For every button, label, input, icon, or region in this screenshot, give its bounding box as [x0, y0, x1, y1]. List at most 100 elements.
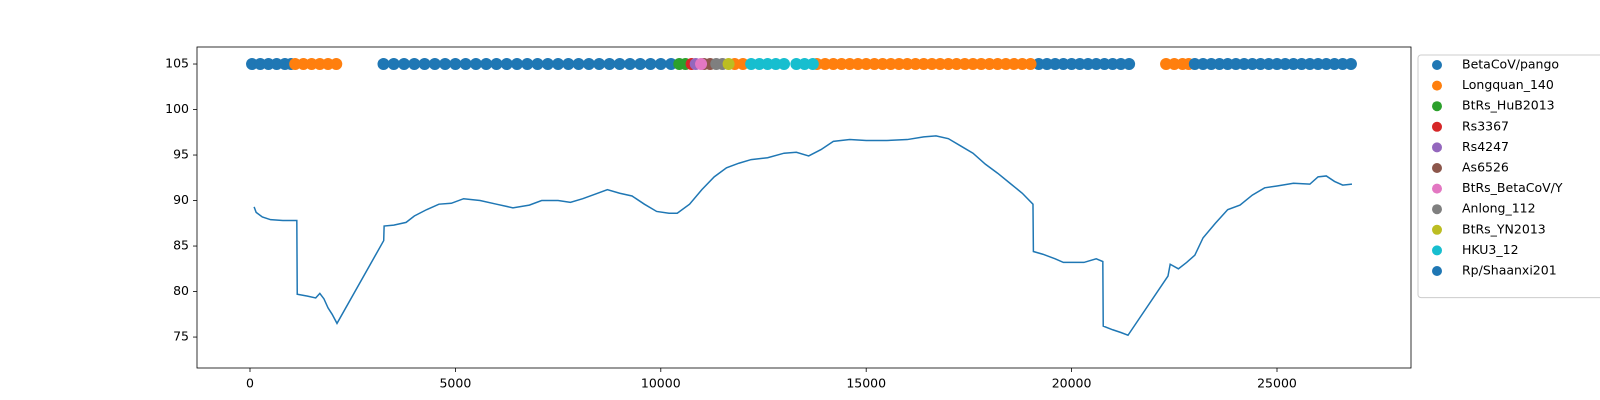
y-tick-label: 80 — [173, 283, 189, 298]
scatter-point — [942, 58, 955, 71]
scatter-point — [408, 58, 421, 71]
scatter-point — [562, 58, 575, 71]
scatter-point — [819, 58, 832, 71]
scatter-point — [1082, 58, 1095, 71]
scatter-point — [572, 58, 585, 71]
scatter-point — [1049, 58, 1062, 71]
scatter-point — [835, 58, 848, 71]
scatter-point — [860, 58, 873, 71]
scatter-point — [1312, 58, 1325, 71]
scatter-point — [934, 58, 947, 71]
scatter-point — [387, 58, 400, 71]
x-tick-label: 10000 — [641, 376, 681, 391]
scatter-point — [798, 58, 811, 71]
scatter-point — [1098, 58, 1111, 71]
legend-marker — [1432, 183, 1442, 194]
scatter-point — [1106, 58, 1119, 71]
scatter-point — [270, 58, 283, 71]
legend-label: Rp/Shaanxi201 — [1462, 263, 1557, 278]
scatter-point — [531, 58, 544, 71]
legend-label: BetaCoV/pango — [1462, 57, 1559, 72]
scatter-point — [500, 58, 513, 71]
scatter-point — [459, 58, 472, 71]
scatter-point — [1279, 58, 1292, 71]
scatter-point — [761, 58, 774, 71]
scatter-point — [884, 58, 897, 71]
scatter-point — [246, 58, 259, 71]
scatter-point — [925, 58, 938, 71]
scatter-point — [330, 58, 343, 71]
scatter-point — [753, 58, 766, 71]
legend-label: Rs4247 — [1462, 139, 1509, 154]
scatter-point — [1008, 58, 1021, 71]
scatter-point — [1057, 58, 1070, 71]
y-tick-label: 85 — [173, 238, 189, 253]
scatter-point — [736, 58, 749, 71]
legend-label: BtRs_HuB2013 — [1462, 98, 1555, 113]
scatter-point — [790, 58, 803, 71]
scatter-point — [644, 58, 657, 71]
scatter-point — [1270, 58, 1283, 71]
scatter-point — [1205, 58, 1218, 71]
y-tick-label: 90 — [173, 192, 189, 207]
scatter-point — [1073, 58, 1086, 71]
y-tick-label: 95 — [173, 147, 189, 162]
y-tick-label: 100 — [165, 101, 189, 116]
scatter-point — [613, 58, 626, 71]
scatter-point — [999, 58, 1012, 71]
scatter-point — [958, 58, 971, 71]
legend-label: BtRs_YN2013 — [1462, 221, 1546, 236]
scatter-point — [490, 58, 503, 71]
legend-marker — [1432, 101, 1442, 112]
scatter-point — [806, 58, 819, 71]
scatter-point — [1213, 58, 1226, 71]
scatter-point — [1168, 58, 1181, 71]
scatter-point — [469, 58, 482, 71]
scatter-point — [868, 58, 881, 71]
x-tick-label: 25000 — [1257, 376, 1297, 391]
scatter-point — [1160, 58, 1173, 71]
scatter-point — [623, 58, 636, 71]
scatter-point — [1344, 58, 1357, 71]
scatter-point — [722, 58, 735, 71]
scatter-point — [418, 58, 431, 71]
scatter-point — [603, 58, 616, 71]
scatter-point — [1320, 58, 1333, 71]
scatter-point — [1262, 58, 1275, 71]
x-tick-label: 15000 — [846, 376, 886, 391]
scatter-point — [439, 58, 452, 71]
legend-marker — [1432, 80, 1442, 91]
scatter-point — [449, 58, 462, 71]
scatter-point — [909, 58, 922, 71]
legend-frame — [1417, 54, 1600, 299]
scatter-point — [322, 58, 335, 71]
scatter-point — [851, 58, 864, 71]
legend-marker — [1432, 163, 1442, 173]
scatter-point — [917, 58, 930, 71]
line — [253, 135, 1353, 337]
scatter-point — [1287, 58, 1300, 71]
legend-label: Rs3367 — [1462, 118, 1509, 133]
scatter-point — [541, 58, 554, 71]
x-tick-label: 0 — [246, 376, 254, 391]
x-tick-label: 20000 — [1052, 376, 1092, 391]
scatter-point — [262, 58, 275, 71]
legend-marker — [1432, 121, 1442, 132]
scatter-point — [1238, 58, 1251, 71]
legend-label: Longquan_140 — [1462, 77, 1554, 92]
scatter-point — [950, 58, 963, 71]
scatter-point — [745, 58, 758, 71]
legend-label: As6526 — [1462, 160, 1509, 175]
scatter-point — [1032, 58, 1045, 71]
scatter-point — [901, 58, 914, 71]
scatter-point — [843, 58, 856, 71]
scatter-point — [552, 58, 565, 71]
scatter-point — [254, 58, 267, 71]
legend-marker — [1432, 142, 1442, 153]
scatter-point — [654, 58, 667, 71]
scatter-point — [769, 58, 782, 71]
scatter-point — [1336, 58, 1349, 71]
legend-label: HKU3_12 — [1462, 242, 1519, 257]
scatter-point — [1303, 58, 1316, 71]
